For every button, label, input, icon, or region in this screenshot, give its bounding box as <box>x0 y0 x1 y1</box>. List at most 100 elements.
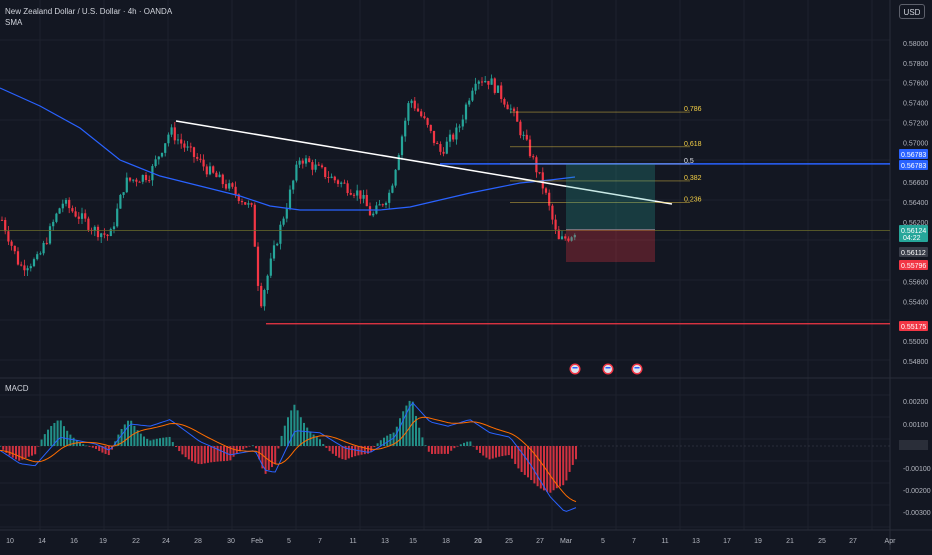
macd-histogram-bar <box>299 417 302 446</box>
macd-histogram-bar <box>239 446 241 452</box>
candle-body <box>493 78 496 93</box>
macd-histogram-bar <box>283 425 286 446</box>
macd-histogram-bar <box>421 437 424 446</box>
macd-histogram-bar <box>431 446 433 454</box>
candle-body <box>372 213 375 216</box>
macd-histogram-bar <box>363 446 366 455</box>
candle-body <box>487 80 490 85</box>
macd-histogram-bar <box>450 446 453 451</box>
price-tag-value: 0.55796 <box>901 263 926 270</box>
candle-body <box>461 119 464 127</box>
macd-histogram-bar <box>181 446 184 455</box>
currency-button[interactable]: USD <box>899 4 925 19</box>
macd-histogram-bar <box>264 446 267 474</box>
candle-body <box>295 164 298 181</box>
price-axis-label: 0.58000 <box>903 41 928 48</box>
macd-histogram-bar <box>507 446 510 456</box>
macd-histogram-bar <box>21 446 24 460</box>
macd-histogram-bar <box>72 437 75 446</box>
price-axis-label: 0.56400 <box>903 200 928 207</box>
macd-histogram-bar <box>405 405 408 446</box>
time-axis-label: 18 <box>442 538 450 545</box>
macd-histogram-bar <box>383 437 385 446</box>
macd-histogram-bar <box>56 420 59 446</box>
candle-body <box>23 265 26 271</box>
macd-histogram-bar <box>562 446 565 486</box>
macd-histogram-bar <box>277 446 280 449</box>
macd-histogram-bar <box>571 446 574 465</box>
candle-body <box>477 81 480 84</box>
candle-body <box>509 108 512 110</box>
candle-body <box>218 174 221 178</box>
macd-histogram-bar <box>184 446 187 458</box>
macd-histogram-bar <box>568 446 571 472</box>
flag-icon[interactable] <box>602 363 614 375</box>
price-tag-value: 0.56124 <box>901 228 926 235</box>
macd-histogram-bar <box>424 445 427 446</box>
candle-body <box>368 206 372 216</box>
macd-histogram-bar <box>34 446 37 455</box>
candle-body <box>548 192 551 206</box>
macd-indicator-label[interactable]: MACD <box>5 384 29 393</box>
time-axis-label: 27 <box>849 538 857 545</box>
flag-icon[interactable] <box>631 363 643 375</box>
candle-body <box>192 147 196 157</box>
price-tag <box>899 321 928 331</box>
macd-histogram-bar <box>539 446 542 489</box>
macd-histogram-bar <box>347 446 350 459</box>
macd-histogram-bar <box>5 446 8 453</box>
macd-histogram-bar <box>139 433 142 446</box>
candles <box>0 74 576 311</box>
macd-histogram-bar <box>559 446 561 487</box>
macd-histogram-bar <box>354 446 357 457</box>
candle-body <box>173 127 176 141</box>
candle-body <box>234 186 237 195</box>
fib-level-label: 0.786 <box>684 106 702 113</box>
macd-histogram-bar <box>210 446 213 463</box>
candle-body <box>506 104 509 110</box>
time-axis-label: 20 <box>474 538 482 545</box>
candle-body <box>26 268 29 271</box>
candle-body <box>279 224 282 244</box>
candle-body <box>215 172 218 178</box>
candle-body <box>48 226 52 244</box>
candle-body <box>503 99 506 105</box>
candle-body <box>186 146 189 148</box>
macd-histogram-bar <box>360 446 363 455</box>
candle-body <box>160 152 164 157</box>
time-axis-label: 5 <box>287 538 291 545</box>
candle-body <box>308 158 311 163</box>
macd-histogram-bar <box>101 446 104 453</box>
macd-histogram-bar <box>216 446 219 462</box>
time-axis-label: 30 <box>227 538 235 545</box>
grid <box>0 0 890 530</box>
macd-histogram-bar <box>351 446 353 458</box>
candle-body <box>292 180 295 190</box>
macd-axis-label: -0.00200 <box>903 488 931 495</box>
countdown-label: 04:22 <box>903 235 921 242</box>
candle-body <box>196 156 199 159</box>
flag-icon[interactable] <box>569 363 581 375</box>
time-axis-label: Mar <box>560 538 573 545</box>
macd-histogram-bar <box>261 446 264 469</box>
flag-icon-face <box>633 365 641 373</box>
macd-histogram-bar <box>472 446 475 447</box>
macd-histogram-bar <box>37 446 40 447</box>
candle-body <box>516 111 519 122</box>
time-axis-label: 13 <box>692 538 700 545</box>
sma-indicator-label[interactable]: SMA <box>5 18 23 27</box>
candle-body <box>20 264 23 266</box>
macd-histogram-bar <box>187 446 190 460</box>
candle-body <box>276 243 279 246</box>
candle-body <box>199 158 202 160</box>
candle-body <box>320 165 324 168</box>
candle-body <box>263 290 266 307</box>
candle-body <box>336 180 340 184</box>
candle-body <box>429 124 432 131</box>
macd-histogram-bar <box>155 438 158 446</box>
macd-histogram-bar <box>427 446 430 452</box>
candle-body <box>544 188 548 193</box>
candle-body <box>378 204 381 206</box>
